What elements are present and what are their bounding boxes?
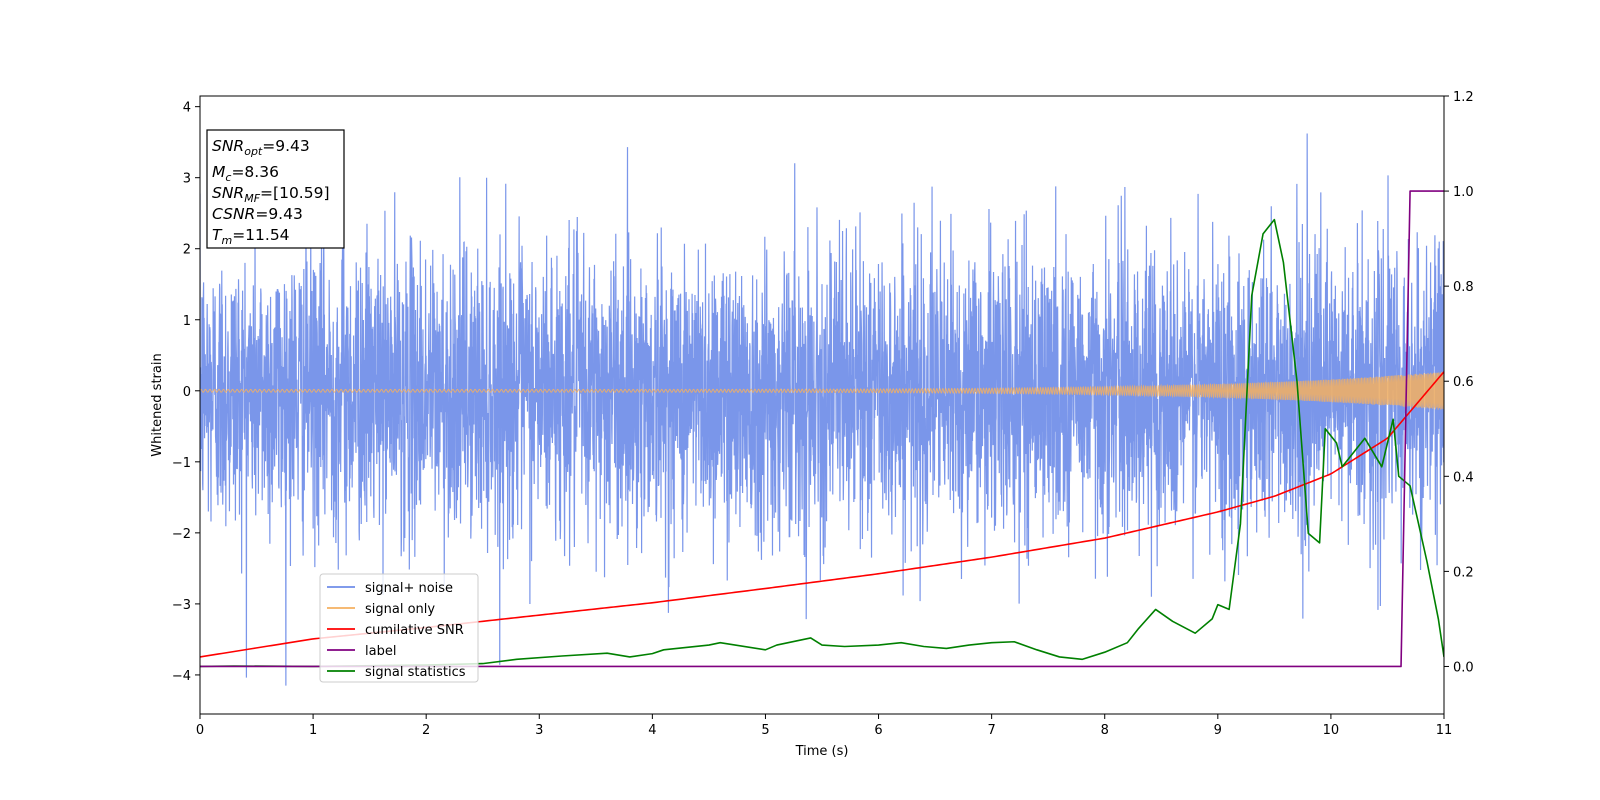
y-tick-label: 3 xyxy=(183,172,191,187)
x-tick-label: 11 xyxy=(1436,723,1453,738)
legend-entry: signal statistics xyxy=(365,665,466,680)
y-axis-label: Whitened strain xyxy=(150,353,165,456)
x-tick-label: 0 xyxy=(196,723,204,738)
legend: signal+ noise signal only cumilative SNR la… xyxy=(319,573,479,683)
y2-tick-label: 0.0 xyxy=(1453,660,1474,675)
y2-tick-label: 0.8 xyxy=(1453,280,1474,295)
annotation-box: SNRopt=9.43 Mc=8.36SNRMF=[10.59]CSNR=9.43… xyxy=(206,129,345,249)
y2-tick-label: 0.4 xyxy=(1453,470,1474,485)
legend-entry: signal+ noise xyxy=(365,581,453,596)
plot-frame xyxy=(199,95,1445,715)
y-tick-label: −2 xyxy=(172,527,191,542)
x-axis: 0 1 2 3 4 5 6 7 8 9 10 11 xyxy=(196,714,1452,738)
x-tick-label: 9 xyxy=(1214,723,1222,738)
y-tick-label: −1 xyxy=(172,456,191,471)
x-tick-label: 2 xyxy=(422,723,430,738)
x-tick-label: 1 xyxy=(309,723,317,738)
series-signal-noise xyxy=(200,133,1444,686)
y-tick-label: 1 xyxy=(183,314,191,329)
y-axis-right: 0.0 0.2 0.4 0.6 0.8 1.0 1.2 xyxy=(1444,90,1474,675)
y2-tick-label: 1.2 xyxy=(1453,90,1474,105)
annotation-line: SNRMF=[10.59] xyxy=(212,184,330,205)
x-tick-label: 6 xyxy=(874,723,882,738)
series-label xyxy=(200,190,1444,668)
x-tick-label: 8 xyxy=(1101,723,1109,738)
legend-frame xyxy=(319,573,479,683)
x-tick-label: 7 xyxy=(987,723,995,738)
y-axis-left: −4 −3 −2 −1 0 1 2 3 4 xyxy=(172,101,200,684)
y2-tick-label: 0.2 xyxy=(1453,565,1474,580)
y-tick-label: −4 xyxy=(172,669,191,684)
annotation-line: Mc=8.36 xyxy=(212,163,279,184)
x-tick-label: 4 xyxy=(648,723,656,738)
x-axis-label: Time (s) xyxy=(795,744,849,759)
y-tick-label: 2 xyxy=(183,243,191,258)
series-signal-only xyxy=(200,371,1444,410)
legend-entry: cumilative SNR xyxy=(365,623,464,638)
annotation-line: SNRopt=9.43 xyxy=(212,137,310,158)
y-tick-label: 0 xyxy=(183,385,191,400)
annotation-line: CSNR=9.43 xyxy=(212,205,303,223)
x-tick-label: 10 xyxy=(1323,723,1340,738)
y2-tick-label: 0.6 xyxy=(1453,375,1474,390)
x-tick-label: 3 xyxy=(535,723,543,738)
y2-tick-label: 1.0 xyxy=(1453,185,1474,200)
y-tick-label: 4 xyxy=(183,101,191,116)
x-tick-label: 5 xyxy=(761,723,769,738)
series-signal-statistics xyxy=(200,218,1444,668)
legend-entry: signal only xyxy=(365,602,435,617)
y-tick-label: −3 xyxy=(172,598,191,613)
legend-entry: label xyxy=(365,644,396,659)
annotation-line: Tm=11.54 xyxy=(212,226,290,247)
annotation-frame xyxy=(206,129,345,249)
